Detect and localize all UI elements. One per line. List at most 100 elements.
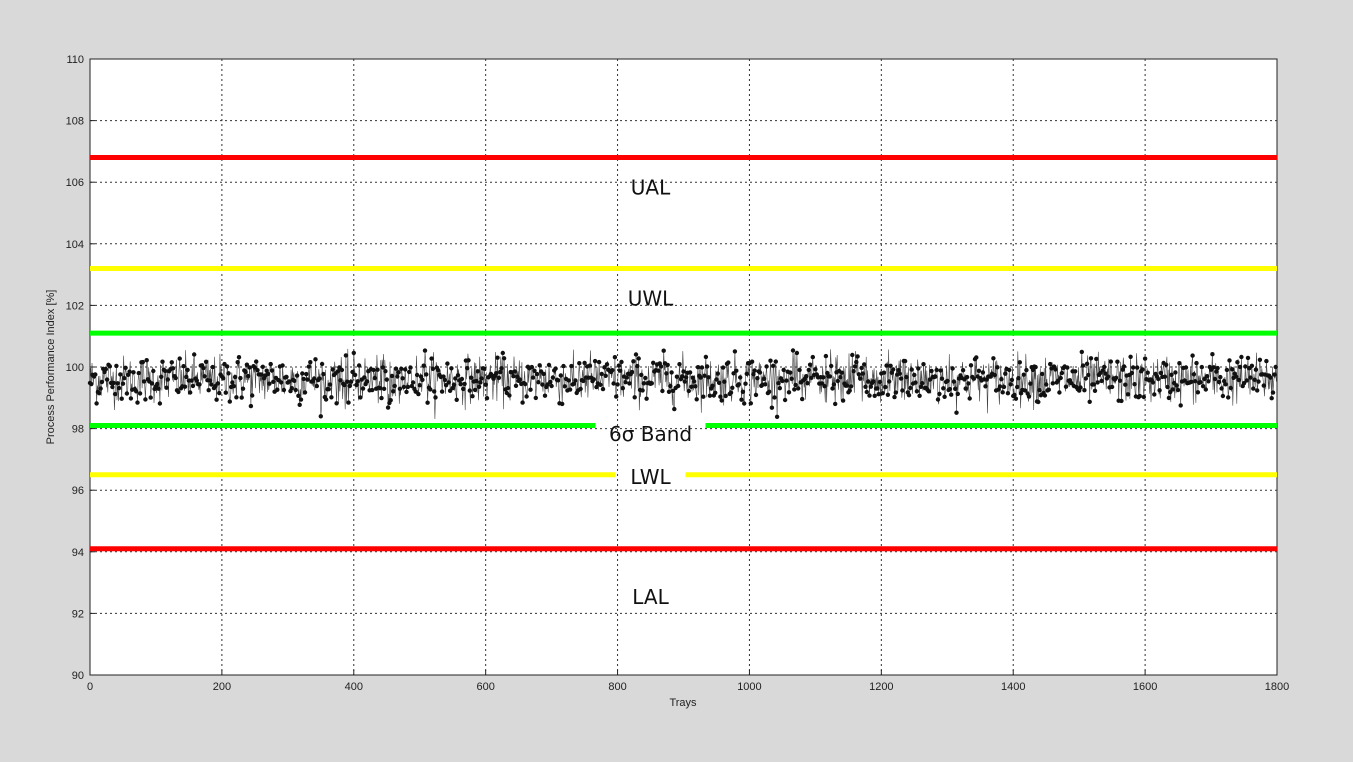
data-point xyxy=(496,375,502,380)
data-point xyxy=(1082,388,1087,393)
data-point xyxy=(119,396,124,401)
data-point xyxy=(542,393,548,398)
data-point xyxy=(713,390,718,395)
data-point xyxy=(772,395,777,400)
data-point xyxy=(591,377,596,382)
data-point xyxy=(517,377,523,382)
data-point xyxy=(136,370,141,376)
data-point xyxy=(254,359,259,364)
data-point xyxy=(631,359,636,364)
data-point xyxy=(682,379,687,384)
data-point xyxy=(351,350,356,356)
data-point xyxy=(203,359,209,364)
data-point xyxy=(507,393,512,398)
data-point xyxy=(1033,364,1038,370)
data-point xyxy=(651,360,656,365)
data-point xyxy=(1007,367,1012,373)
data-point xyxy=(1255,388,1260,393)
data-point xyxy=(773,359,778,364)
data-point xyxy=(443,383,449,388)
data-point xyxy=(301,376,306,382)
data-point xyxy=(864,389,869,395)
data-point xyxy=(247,365,252,370)
data-point xyxy=(137,391,143,396)
data-point xyxy=(908,385,913,391)
data-point xyxy=(1046,387,1052,392)
data-point xyxy=(1091,382,1096,387)
data-point xyxy=(1236,377,1242,383)
data-point xyxy=(964,374,970,380)
x-tick-label: 600 xyxy=(476,681,494,693)
data-point xyxy=(566,378,571,383)
data-point xyxy=(774,414,780,419)
data-point xyxy=(1261,383,1267,388)
data-point xyxy=(346,400,351,405)
data-point xyxy=(587,363,593,368)
data-point xyxy=(454,397,459,402)
data-point xyxy=(672,406,677,412)
data-point xyxy=(664,371,669,376)
data-point xyxy=(275,387,280,392)
data-point xyxy=(269,368,275,373)
data-point xyxy=(769,405,775,410)
data-point xyxy=(569,363,574,369)
data-point xyxy=(384,377,389,382)
data-point xyxy=(128,396,134,401)
data-point xyxy=(362,375,367,380)
data-point xyxy=(523,381,528,387)
data-point xyxy=(238,375,243,381)
data-point xyxy=(416,391,421,397)
data-point xyxy=(505,385,511,391)
data-point xyxy=(686,388,691,394)
data-point xyxy=(610,368,615,373)
data-point xyxy=(942,394,947,399)
data-point xyxy=(231,384,236,389)
data-point xyxy=(267,381,272,386)
data-point xyxy=(938,368,943,373)
data-point xyxy=(239,395,244,400)
data-point xyxy=(280,363,285,368)
data-point xyxy=(887,379,892,384)
limit-lines xyxy=(90,155,1277,552)
data-point xyxy=(474,378,479,384)
data-point xyxy=(1125,392,1131,397)
band-annotations: UAL UWL 6σ Band LWL LAL xyxy=(609,176,692,610)
data-point xyxy=(185,367,190,373)
data-point xyxy=(403,367,408,372)
data-point xyxy=(1057,390,1062,395)
data-point xyxy=(859,365,864,371)
data-point xyxy=(810,354,815,360)
data-point xyxy=(1021,372,1026,377)
data-point xyxy=(372,375,378,381)
data-point xyxy=(461,386,466,392)
data-point xyxy=(680,374,685,379)
data-point xyxy=(1269,396,1274,401)
data-point xyxy=(304,371,309,377)
data-point xyxy=(330,367,335,372)
data-point xyxy=(600,386,606,392)
data-point xyxy=(813,367,818,372)
data-point xyxy=(687,370,693,375)
data-point xyxy=(722,379,727,384)
data-point xyxy=(768,358,773,363)
data-point xyxy=(751,372,756,377)
data-point xyxy=(268,361,273,367)
data-point xyxy=(1219,386,1224,391)
data-point xyxy=(909,367,914,372)
data-point xyxy=(1264,358,1269,364)
data-point xyxy=(976,368,982,373)
data-point xyxy=(192,352,197,357)
data-point xyxy=(1017,360,1022,365)
data-point xyxy=(1175,387,1181,393)
data-point xyxy=(1251,386,1256,391)
data-point xyxy=(1169,372,1174,377)
data-point xyxy=(800,396,805,402)
data-point xyxy=(582,360,587,366)
data-point xyxy=(926,389,931,394)
data-point xyxy=(326,387,331,392)
data-point xyxy=(850,352,855,358)
data-point xyxy=(921,362,926,367)
data-point xyxy=(112,391,118,397)
data-point xyxy=(215,381,221,386)
data-point xyxy=(1150,380,1156,385)
